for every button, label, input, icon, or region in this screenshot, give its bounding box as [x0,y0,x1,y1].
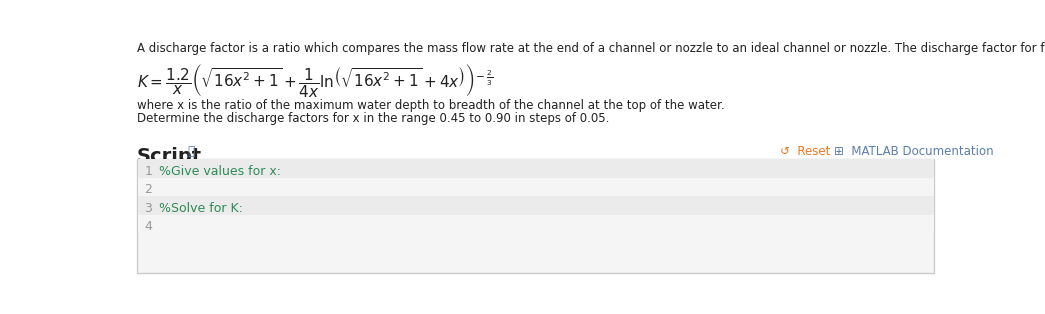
Bar [138,215,933,233]
Text: ⓘ: ⓘ [187,145,194,159]
Text: 4: 4 [144,220,153,233]
Text: ⊞  MATLAB Documentation: ⊞ MATLAB Documentation [834,145,994,158]
Text: 1: 1 [144,165,153,178]
Bar [138,159,933,178]
Text: $K = \dfrac{1.2}{x}\left(\sqrt{16x^2+1}+\dfrac{1}{4x}\ln\!\left(\sqrt{16x^2+1}+4: $K = \dfrac{1.2}{x}\left(\sqrt{16x^2+1}+… [137,62,493,99]
Text: 2: 2 [144,183,153,196]
Text: ↺  Reset: ↺ Reset [780,145,831,158]
Text: %Give values for x:: %Give values for x: [159,165,280,178]
Text: Script: Script [137,147,202,166]
Text: Determine the discharge factors for x in the range 0.45 to 0.90 in steps of 0.05: Determine the discharge factors for x in… [137,111,609,125]
Text: A discharge factor is a ratio which compares the mass flow rate at the end of a : A discharge factor is a ratio which comp… [137,42,1045,55]
Bar [138,196,933,215]
Text: where x is the ratio of the maximum water depth to breadth of the channel at the: where x is the ratio of the maximum wate… [137,99,724,112]
Text: %Solve for K:: %Solve for K: [159,202,242,215]
Bar [138,178,933,196]
Text: 3: 3 [144,202,153,215]
Bar [137,159,934,273]
